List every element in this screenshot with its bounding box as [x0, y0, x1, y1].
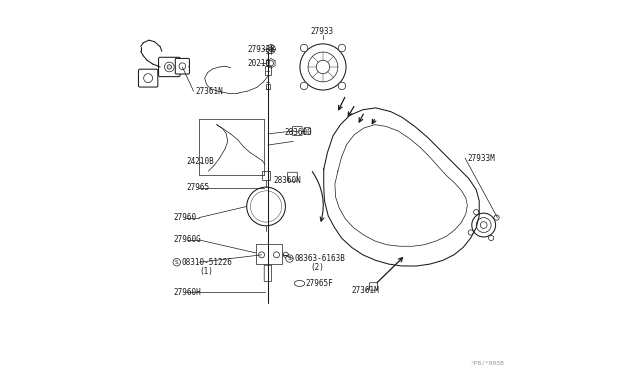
Text: (1): (1)	[199, 267, 213, 276]
Circle shape	[268, 61, 273, 66]
Circle shape	[259, 252, 264, 258]
Circle shape	[316, 60, 330, 74]
Text: S: S	[175, 260, 179, 265]
Circle shape	[468, 230, 474, 235]
Circle shape	[494, 215, 499, 220]
Circle shape	[308, 52, 338, 82]
Text: S: S	[287, 256, 291, 261]
Circle shape	[338, 44, 346, 52]
Circle shape	[474, 209, 479, 215]
Text: 27960: 27960	[173, 213, 196, 222]
FancyBboxPatch shape	[287, 172, 298, 181]
FancyBboxPatch shape	[175, 58, 189, 74]
Text: 08310-51226: 08310-51226	[181, 258, 232, 267]
Text: 283600: 283600	[285, 128, 312, 137]
Text: 20210: 20210	[248, 59, 271, 68]
Circle shape	[300, 82, 308, 90]
Circle shape	[164, 62, 174, 72]
Text: 27933B: 27933B	[248, 45, 275, 54]
Text: 27960H: 27960H	[173, 288, 201, 296]
Circle shape	[283, 252, 289, 257]
Circle shape	[259, 200, 273, 213]
FancyBboxPatch shape	[305, 128, 310, 134]
Circle shape	[250, 191, 282, 222]
Text: 27965F: 27965F	[305, 279, 333, 288]
Circle shape	[173, 259, 180, 266]
Circle shape	[273, 252, 280, 258]
Text: ^P8/*005B: ^P8/*005B	[470, 360, 504, 365]
Text: 24210B: 24210B	[186, 157, 214, 166]
Circle shape	[300, 44, 308, 52]
Circle shape	[266, 45, 275, 54]
Text: 27933M: 27933M	[467, 154, 495, 163]
Text: 27361N: 27361N	[195, 87, 223, 96]
Circle shape	[286, 255, 293, 262]
Circle shape	[476, 218, 491, 232]
Circle shape	[246, 187, 285, 226]
Circle shape	[253, 193, 280, 220]
Circle shape	[269, 47, 273, 51]
Text: 28360N: 28360N	[273, 176, 301, 185]
FancyBboxPatch shape	[262, 171, 270, 180]
Circle shape	[167, 65, 172, 69]
FancyBboxPatch shape	[138, 69, 158, 87]
Circle shape	[488, 235, 493, 241]
FancyBboxPatch shape	[265, 66, 271, 75]
FancyBboxPatch shape	[159, 57, 180, 77]
Circle shape	[179, 63, 186, 70]
FancyBboxPatch shape	[369, 283, 378, 290]
Circle shape	[472, 213, 495, 237]
Circle shape	[262, 203, 270, 210]
Text: 27965: 27965	[186, 183, 209, 192]
Ellipse shape	[294, 280, 305, 286]
Text: 27933: 27933	[310, 27, 334, 36]
Text: 27960G: 27960G	[173, 235, 201, 244]
FancyBboxPatch shape	[264, 265, 271, 282]
Text: (2): (2)	[310, 263, 324, 272]
FancyBboxPatch shape	[292, 126, 302, 135]
Text: 08363-6163B: 08363-6163B	[294, 254, 345, 263]
Circle shape	[481, 222, 487, 228]
FancyBboxPatch shape	[266, 84, 270, 89]
Circle shape	[143, 74, 152, 83]
Circle shape	[300, 44, 346, 90]
FancyBboxPatch shape	[256, 244, 282, 264]
Circle shape	[257, 197, 276, 216]
Circle shape	[338, 82, 346, 90]
Text: 27361M: 27361M	[351, 286, 380, 295]
